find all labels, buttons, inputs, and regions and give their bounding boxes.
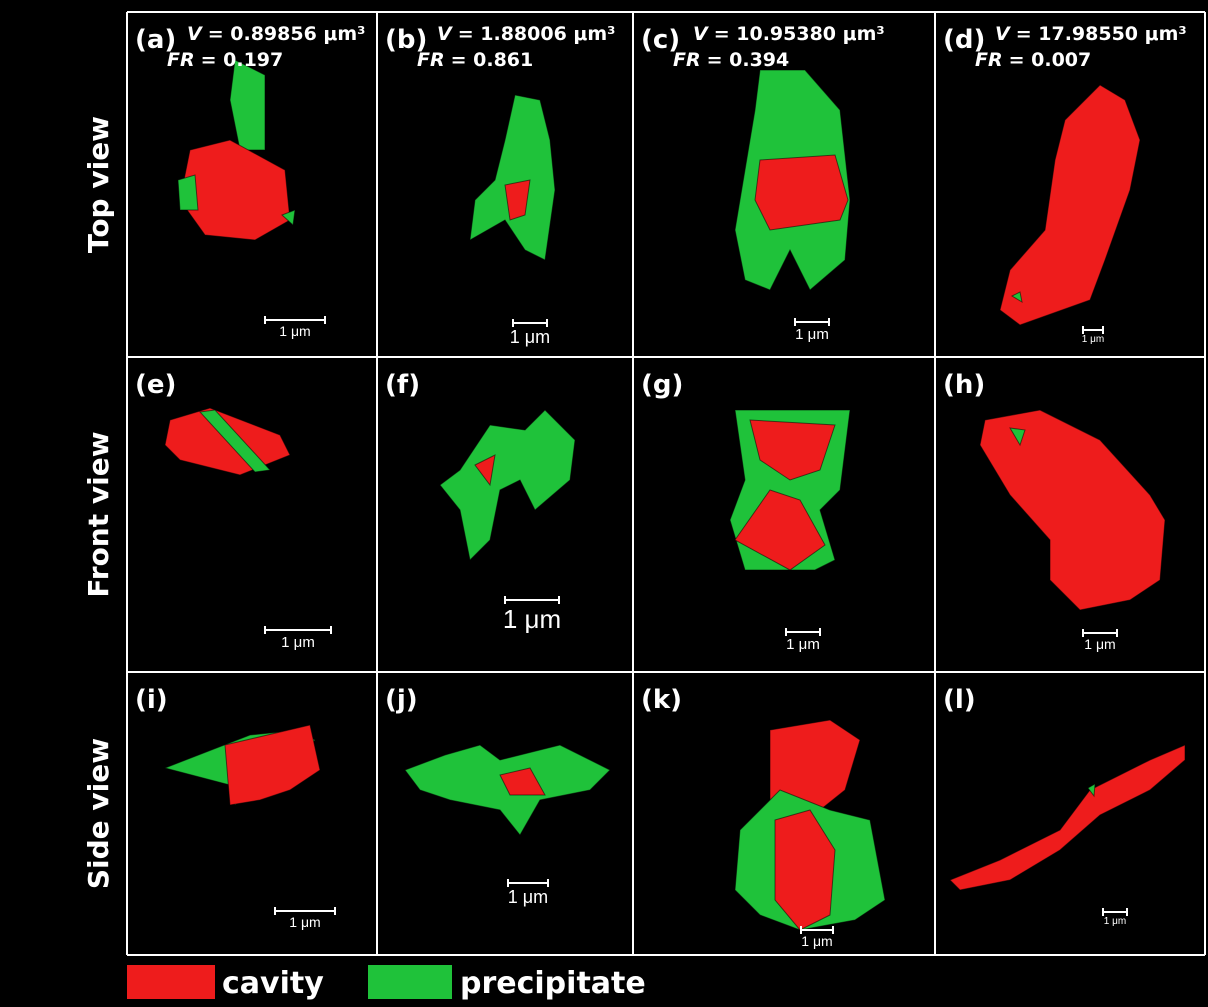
scale-bar-label: 1 μm [279,323,310,339]
fr-symbol: FR [167,49,195,71]
legend-label: cavity [222,966,324,1001]
volume-text: V= 1.88006 μm³ [437,23,616,45]
particle-shape [755,155,848,230]
panel-label: (j) [385,685,418,715]
panel-label: (i) [135,685,168,715]
fr-symbol: FR [673,49,701,71]
fr-symbol: FR [975,49,1003,71]
volume-text: V= 10.95380 μm³ [693,23,885,45]
volume-value: = 10.95380 μm³ [714,23,885,45]
panel-label: (e) [135,370,176,400]
fr-value: = 0.394 [707,49,790,71]
scale-bar-label: 1 μm [281,634,315,651]
scale-bar-label: 1 μm [1082,334,1104,345]
legend-label: precipitate [460,966,646,1001]
volume-value: = 17.98550 μm³ [1016,23,1187,45]
panel-label: (k) [641,685,682,715]
particle-shape [178,175,198,210]
scale-bar-label: 1 μm [795,326,829,343]
volume-symbol: V [995,23,1011,45]
fr-value: = 0.007 [1009,49,1092,71]
scale-bar-label: 1 μm [508,887,548,907]
panel-label: (g) [641,370,683,400]
fr-value: = 0.197 [201,49,284,71]
volume-symbol: V [693,23,709,45]
legend-swatch [127,965,215,999]
volume-text: V= 17.98550 μm³ [995,23,1187,45]
scale-bar-label: 1 μm [786,636,820,653]
scale-bar-label: 1 μm [801,933,832,949]
row-label: Front view [82,431,115,597]
volume-symbol: V [437,23,453,45]
volume-symbol: V [187,23,203,45]
scale-bar-label: 1 μm [510,327,550,347]
scale-bar-label: 1 μm [1104,916,1126,927]
fr-symbol: FR [417,49,445,71]
volume-value: = 0.89856 μm³ [208,23,366,45]
fr-text: FR = 0.861 [417,49,533,71]
fr-value: = 0.861 [451,49,534,71]
scale-bar-label: 1 μm [503,604,561,634]
volume-text: V= 0.89856 μm³ [187,23,366,45]
fr-text: FR = 0.197 [167,49,283,71]
legend-swatch [368,965,452,999]
panel-label: (f) [385,370,420,400]
row-label: Top view [82,116,115,253]
fr-text: FR = 0.007 [975,49,1091,71]
panel-label: (l) [943,685,976,715]
panel-label: (h) [943,370,985,400]
scale-bar-label: 1 μm [289,914,320,930]
fr-text: FR = 0.394 [673,49,789,71]
row-label: Side view [82,738,115,889]
scale-bar-label: 1 μm [1084,636,1115,652]
figure: (a)V= 0.89856 μm³FR= 0.1971 μm(b)V= 1.88… [0,0,1208,1003]
volume-value: = 1.88006 μm³ [458,23,616,45]
